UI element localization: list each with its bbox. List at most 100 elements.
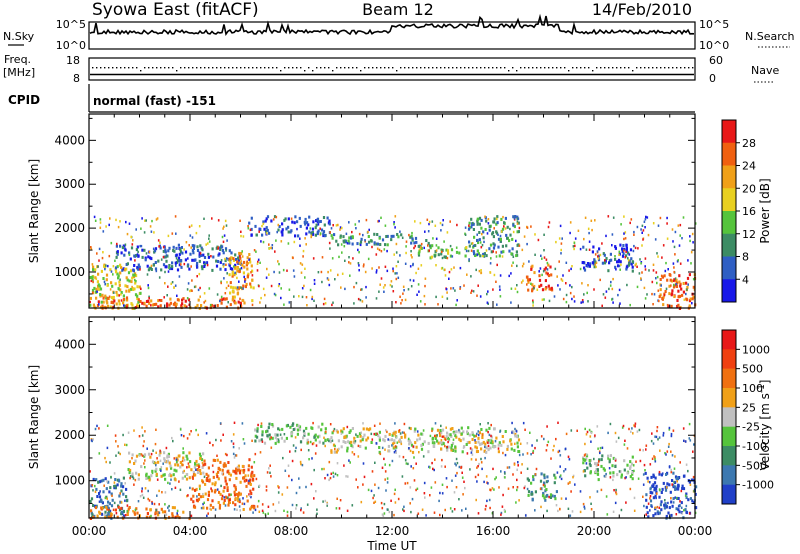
- data-cell: [664, 499, 666, 502]
- data-cell: [655, 277, 657, 280]
- data-cell: [469, 447, 472, 450]
- data-cell: [669, 278, 672, 282]
- data-cell: [484, 442, 487, 446]
- data-cell: [423, 246, 425, 250]
- data-cell: [109, 217, 111, 220]
- data-cell: [481, 442, 484, 446]
- data-cell: [257, 423, 259, 427]
- data-cell: [250, 216, 253, 220]
- data-cell: [262, 240, 265, 244]
- data-cell: [285, 436, 288, 440]
- data-cell: [666, 278, 669, 282]
- frequency-panel-frame: [88, 57, 696, 81]
- data-cell: [652, 263, 655, 266]
- data-cell: [469, 468, 471, 471]
- data-cell: [674, 481, 677, 485]
- data-cell: [499, 234, 502, 238]
- data-cell: [240, 234, 242, 238]
- data-cell: [416, 487, 419, 490]
- data-cell: [346, 242, 349, 245]
- data-cell: [394, 430, 397, 434]
- data-cell: [217, 260, 220, 263]
- data-cell: [247, 468, 250, 472]
- data-cell: [636, 430, 639, 433]
- data-cell: [225, 482, 228, 486]
- data-cell: [423, 440, 426, 444]
- data-cell: [531, 283, 534, 287]
- data-cell: [592, 245, 595, 249]
- data-cell: [189, 460, 192, 464]
- data-cell: [583, 268, 587, 272]
- data-cell: [412, 262, 414, 266]
- data-cell: [304, 217, 307, 221]
- data-cell: [381, 513, 384, 516]
- data-cell: [173, 249, 176, 253]
- data-cell: [378, 430, 381, 434]
- data-cell: [494, 477, 496, 481]
- data-cell: [162, 462, 164, 465]
- data-cell: [220, 439, 222, 442]
- data-cell: [637, 247, 639, 250]
- data-cell: [544, 498, 547, 502]
- data-cell: [423, 481, 426, 485]
- x-axis-label: Time UT: [366, 539, 417, 553]
- data-cell: [614, 257, 617, 261]
- data-cell: [234, 266, 237, 270]
- data-cell: [440, 229, 442, 232]
- data-cell: [304, 276, 306, 279]
- data-cell: [353, 441, 356, 445]
- data-cell: [677, 497, 680, 500]
- data-cell: [410, 250, 412, 253]
- data-cell: [417, 433, 420, 437]
- data-cell: [115, 290, 118, 294]
- nave-dot: [428, 67, 430, 69]
- data-cell: [254, 434, 257, 438]
- data-cell: [446, 256, 449, 260]
- data-cell: [548, 221, 551, 224]
- data-cell: [348, 221, 350, 224]
- nave-dot: [680, 67, 682, 69]
- cpid-label: CPID: [8, 93, 40, 107]
- data-cell: [531, 492, 534, 496]
- data-cell: [178, 263, 181, 267]
- data-cell: [557, 509, 559, 513]
- data-cell: [657, 512, 660, 516]
- data-cell: [632, 432, 634, 435]
- data-cell: [597, 258, 601, 262]
- data-cell: [138, 454, 141, 457]
- data-cell: [523, 235, 526, 238]
- data-cell: [122, 267, 125, 271]
- data-cell: [476, 233, 478, 236]
- data-cell: [100, 479, 103, 483]
- data-cell: [242, 476, 246, 480]
- data-cell: [384, 284, 386, 287]
- data-cell: [450, 268, 453, 271]
- data-cell: [164, 255, 167, 259]
- data-cell: [228, 493, 231, 497]
- nave-dot: [572, 67, 574, 69]
- power-x-ticks: [88, 114, 696, 308]
- data-cell: [348, 459, 350, 462]
- colorbar-swatch: [722, 368, 736, 389]
- data-cell: [539, 267, 542, 270]
- data-cell: [147, 268, 150, 272]
- power-cells: [89, 215, 697, 310]
- data-cell: [176, 294, 178, 297]
- data-cell: [623, 232, 625, 235]
- nave-dot: [620, 67, 622, 69]
- data-cell: [125, 443, 128, 447]
- data-cell: [133, 287, 136, 291]
- data-cell: [434, 458, 436, 461]
- data-cell: [329, 269, 332, 272]
- data-cell: [149, 508, 152, 512]
- data-cell: [301, 463, 304, 467]
- data-cell: [394, 434, 397, 437]
- data-cell: [198, 251, 201, 255]
- data-cell: [368, 240, 371, 244]
- nave-dot: [408, 67, 410, 69]
- data-cell: [128, 506, 131, 509]
- data-cell: [402, 455, 405, 459]
- data-cell: [685, 496, 688, 500]
- data-cell: [603, 261, 607, 265]
- data-cell: [171, 506, 174, 510]
